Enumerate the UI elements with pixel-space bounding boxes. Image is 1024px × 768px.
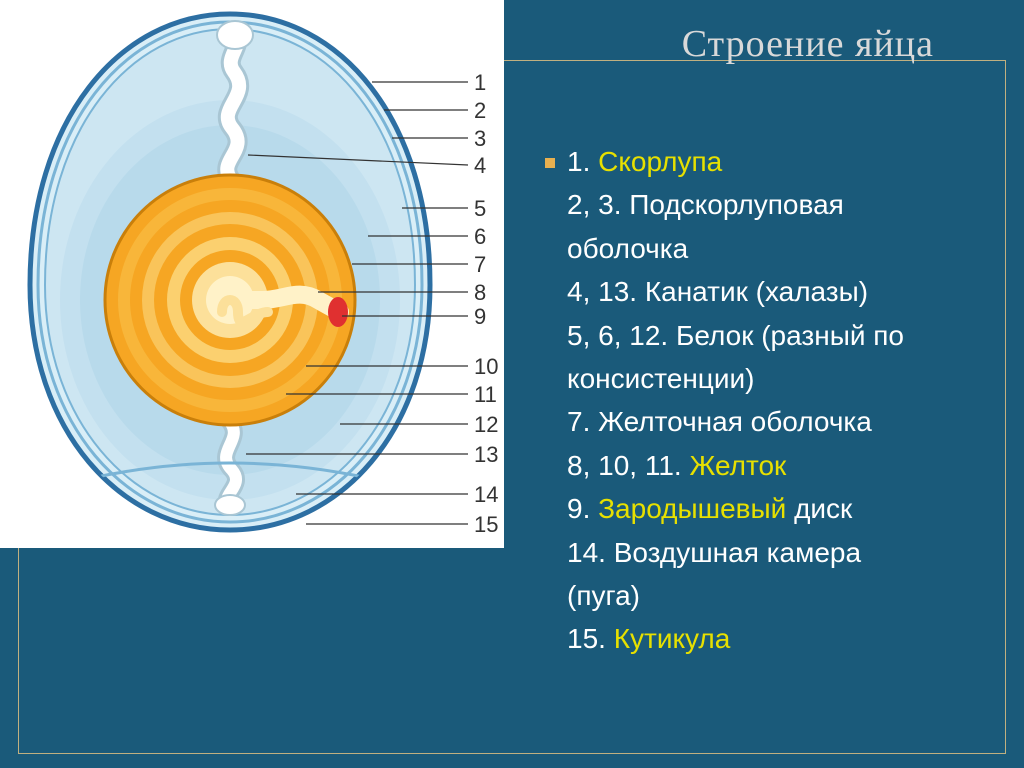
legend-line-3: оболочка — [567, 227, 1005, 270]
label-14: 14 — [474, 482, 498, 507]
legend-line-6: консистенции) — [567, 357, 1005, 400]
legend-list: 1. Скорлупа 2, 3. Подскорлуповая оболочк… — [545, 140, 1005, 661]
egg-diagram: 1 2 3 4 5 6 7 8 9 10 11 12 13 — [0, 0, 504, 548]
label-4: 4 — [474, 153, 486, 178]
egg-svg: 1 2 3 4 5 6 7 8 9 10 11 12 13 — [0, 0, 504, 548]
yolk — [105, 175, 355, 425]
label-2: 2 — [474, 98, 486, 123]
germinal-disc — [328, 297, 348, 327]
label-10: 10 — [474, 354, 498, 379]
label-6: 6 — [474, 224, 486, 249]
legend-line-9: 9. Зародышевый диск — [567, 487, 1005, 530]
legend-line-5: 5, 6, 12. Белок (разный по — [567, 314, 1005, 357]
legend-line-1: 1. Скорлупа — [567, 140, 1005, 183]
label-12: 12 — [474, 412, 498, 437]
legend-line-8: 8, 10, 11. Желток — [567, 444, 1005, 487]
label-15: 15 — [474, 512, 498, 537]
legend-line-4: 4, 13. Канатик (халазы) — [567, 270, 1005, 313]
legend-line-10: 14. Воздушная камера — [567, 531, 1005, 574]
slide-title: Строение яйца — [682, 22, 934, 66]
legend-line-7: 7. Желточная оболочка — [567, 400, 1005, 443]
legend-line-11: (пуга) — [567, 574, 1005, 617]
label-11: 11 — [474, 382, 497, 407]
label-8: 8 — [474, 280, 486, 305]
label-5: 5 — [474, 196, 486, 221]
label-9: 9 — [474, 304, 486, 329]
label-7: 7 — [474, 252, 486, 277]
legend-line-12: 15. Кутикула — [567, 617, 1005, 660]
label-3: 3 — [474, 126, 486, 151]
bullet-icon — [545, 158, 555, 168]
legend-line-2: 2, 3. Подскорлуповая — [567, 183, 1005, 226]
label-1: 1 — [474, 70, 486, 95]
label-13: 13 — [474, 442, 498, 467]
